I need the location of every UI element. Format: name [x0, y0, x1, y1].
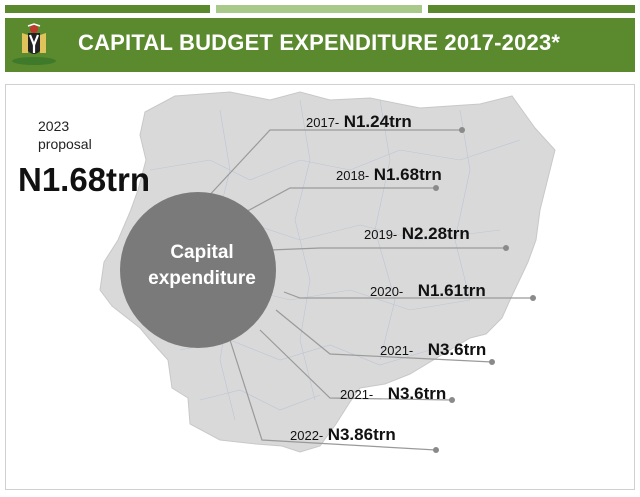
hub-label: Capital expenditure [120, 240, 284, 292]
entry-amount: N2.28trn [401, 224, 470, 243]
entry-2017: 2017- N1.24trn [306, 112, 412, 132]
header-band [5, 18, 635, 72]
nigeria-map-shape [99, 91, 556, 453]
connector-dots [433, 127, 536, 453]
entry-2021-b: 2021- N3.6trn [340, 384, 446, 404]
entry-2021-a: 2021- N3.6trn [380, 340, 486, 360]
entry-2018: 2018- N1.68trn [336, 165, 442, 185]
proposal-amount: N1.68trn [18, 161, 151, 198]
entry-year: 2019- [364, 227, 398, 242]
entry-year: 2017- [306, 115, 340, 130]
proposal-word: proposal [38, 136, 92, 152]
hub-label-line2: expenditure [148, 268, 256, 289]
entry-year: 2021- [380, 343, 414, 358]
nigeria-coat-of-arms-icon [12, 23, 56, 65]
top-bar-middle [216, 5, 422, 13]
page-title: CAPITAL BUDGET EXPENDITURE 2017-2023* [78, 30, 561, 55]
entry-2019: 2019- N2.28trn [364, 224, 470, 244]
hub-label-line1: Capital [170, 242, 234, 263]
connector-lines [204, 129, 533, 451]
hub-circle [120, 192, 276, 348]
top-bar-left [5, 5, 210, 13]
entry-amount: N3.6trn [427, 340, 487, 359]
proposal-caption: 2023 proposal [38, 117, 92, 153]
entry-year: 2022- [290, 428, 324, 443]
entry-year: 2021- [340, 387, 374, 402]
entry-amount: N1.61trn [417, 281, 486, 300]
entry-year: 2020- [370, 284, 404, 299]
entry-amount: N3.86trn [327, 425, 396, 444]
entry-amount: N3.6trn [387, 384, 447, 403]
entry-amount: N1.68trn [373, 165, 442, 184]
entry-2022: 2022- N3.86trn [290, 425, 396, 445]
entry-amount: N1.24trn [343, 112, 412, 131]
proposal-year: 2023 [38, 118, 70, 134]
entry-2020: 2020- N1.61trn [370, 281, 486, 301]
entry-year: 2018- [336, 168, 370, 183]
top-bar-right [428, 5, 635, 13]
